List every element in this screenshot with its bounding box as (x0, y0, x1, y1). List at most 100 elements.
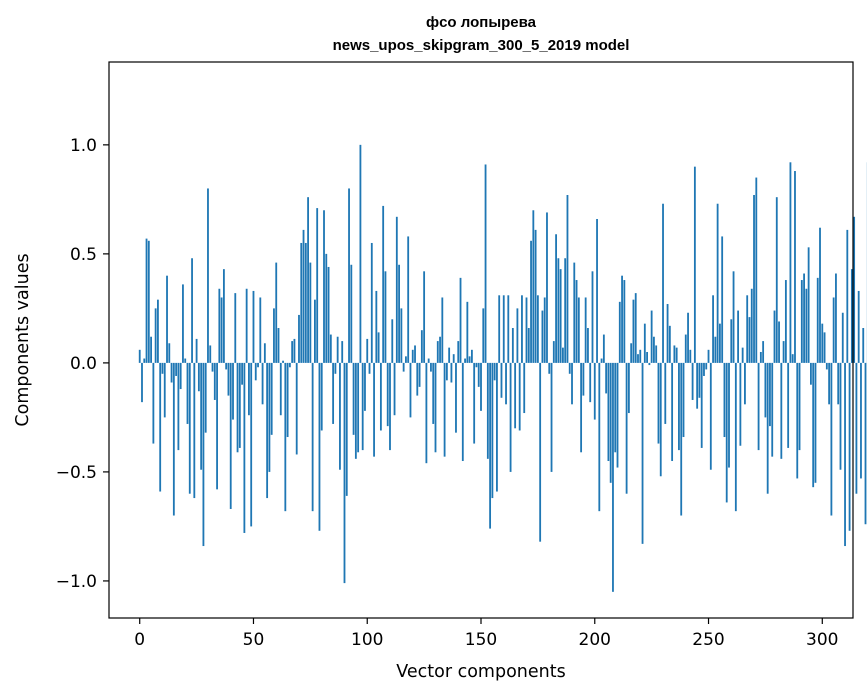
bar-component-160 (503, 295, 505, 363)
bar-component-296 (812, 363, 814, 487)
bar-component-121 (414, 345, 416, 362)
bar-component-187 (564, 258, 566, 363)
bar-component-152 (485, 164, 487, 362)
bar-component-197 (587, 328, 589, 363)
bar-component-87 (337, 337, 339, 363)
bar-component-62 (280, 363, 282, 415)
bar-component-212 (621, 276, 623, 363)
bar-component-293 (805, 289, 807, 363)
bar-component-267 (746, 295, 748, 363)
bar-component-40 (230, 363, 232, 509)
bar-component-258 (726, 363, 728, 503)
bar-component-194 (580, 363, 582, 452)
bar-component-249 (705, 363, 707, 370)
bar-component-146 (471, 350, 473, 363)
bar-component-88 (339, 363, 341, 470)
y-axis-label: Components values (13, 253, 33, 426)
bar-component-7 (155, 308, 157, 363)
bar-component-167 (519, 363, 521, 431)
bar-component-115 (400, 308, 402, 363)
bar-component-92 (348, 188, 350, 362)
bar-component-214 (626, 363, 628, 494)
bar-component-96 (357, 363, 359, 452)
bar-component-216 (630, 343, 632, 363)
bar-component-256 (721, 236, 723, 362)
bar-component-86 (334, 363, 336, 374)
bar-component-139 (455, 363, 457, 433)
bar-component-179 (546, 212, 548, 362)
bar-component-285 (787, 363, 789, 448)
bar-component-181 (551, 363, 553, 472)
bar-component-12 (166, 276, 168, 363)
bar-component-28 (203, 363, 205, 546)
bar-component-171 (528, 328, 530, 363)
bar-component-37 (223, 269, 225, 363)
bar-component-315 (856, 363, 858, 494)
bar-component-300 (821, 324, 823, 363)
y-tick-label: −0.5 (56, 463, 97, 483)
bar-component-262 (735, 363, 737, 511)
bar-component-308 (840, 363, 842, 470)
bar-component-244 (694, 167, 696, 363)
bar-component-226 (653, 337, 655, 363)
bar-component-174 (535, 230, 537, 363)
bar-component-292 (803, 274, 805, 363)
bar-component-210 (617, 363, 619, 468)
bar-component-173 (532, 210, 534, 363)
bar-component-304 (830, 363, 832, 516)
bar-component-52 (257, 363, 259, 367)
bar-component-312 (849, 363, 851, 531)
bar-component-103 (373, 363, 375, 457)
bar-component-282 (780, 363, 782, 459)
bar-component-100 (366, 339, 368, 363)
y-tick-label: 0.0 (70, 354, 97, 374)
bar-component-207 (610, 363, 612, 483)
bar-component-184 (557, 258, 559, 363)
bar-component-98 (362, 363, 364, 450)
bar-component-41 (232, 363, 234, 420)
bar-component-186 (562, 348, 564, 363)
bar-component-272 (758, 363, 760, 450)
bar-component-246 (699, 363, 701, 398)
bar-component-13 (168, 343, 170, 363)
bar-component-21 (187, 363, 189, 424)
bar-component-172 (530, 241, 532, 363)
bar-component-224 (648, 363, 650, 365)
y-tick-label: 1.0 (70, 136, 97, 156)
bar-component-36 (221, 297, 223, 362)
bar-component-142 (462, 363, 464, 461)
bar-component-188 (567, 195, 569, 363)
bar-component-204 (603, 335, 605, 363)
bar-component-277 (769, 363, 771, 426)
y-tick-label: −1.0 (56, 572, 97, 592)
bar-component-19 (182, 284, 184, 362)
bar-component-217 (633, 300, 635, 363)
bar-component-122 (416, 363, 418, 396)
bar-component-190 (571, 363, 573, 404)
bar-component-125 (423, 271, 425, 363)
bar-component-203 (601, 359, 603, 363)
bar-component-247 (701, 363, 703, 448)
bar-component-306 (835, 274, 837, 363)
bar-component-116 (403, 363, 405, 372)
bar-component-20 (184, 359, 186, 363)
bar-component-154 (489, 363, 491, 529)
bar-component-195 (582, 363, 584, 396)
bar-component-211 (619, 302, 621, 363)
bar-component-94 (353, 363, 355, 435)
bar-component-279 (774, 311, 776, 363)
bar-component-294 (808, 247, 810, 363)
bar-component-206 (608, 363, 610, 461)
x-tick-label: 50 (243, 630, 265, 650)
x-tick-label: 0 (134, 630, 145, 650)
bar-component-45 (241, 363, 243, 385)
bar-component-55 (264, 343, 266, 363)
bar-component-91 (346, 363, 348, 496)
bar-component-227 (655, 345, 657, 362)
bar-component-14 (171, 363, 173, 383)
bar-component-236 (676, 348, 678, 363)
bar-component-25 (196, 339, 198, 363)
bar-component-180 (548, 363, 550, 374)
bar-component-117 (405, 356, 407, 363)
